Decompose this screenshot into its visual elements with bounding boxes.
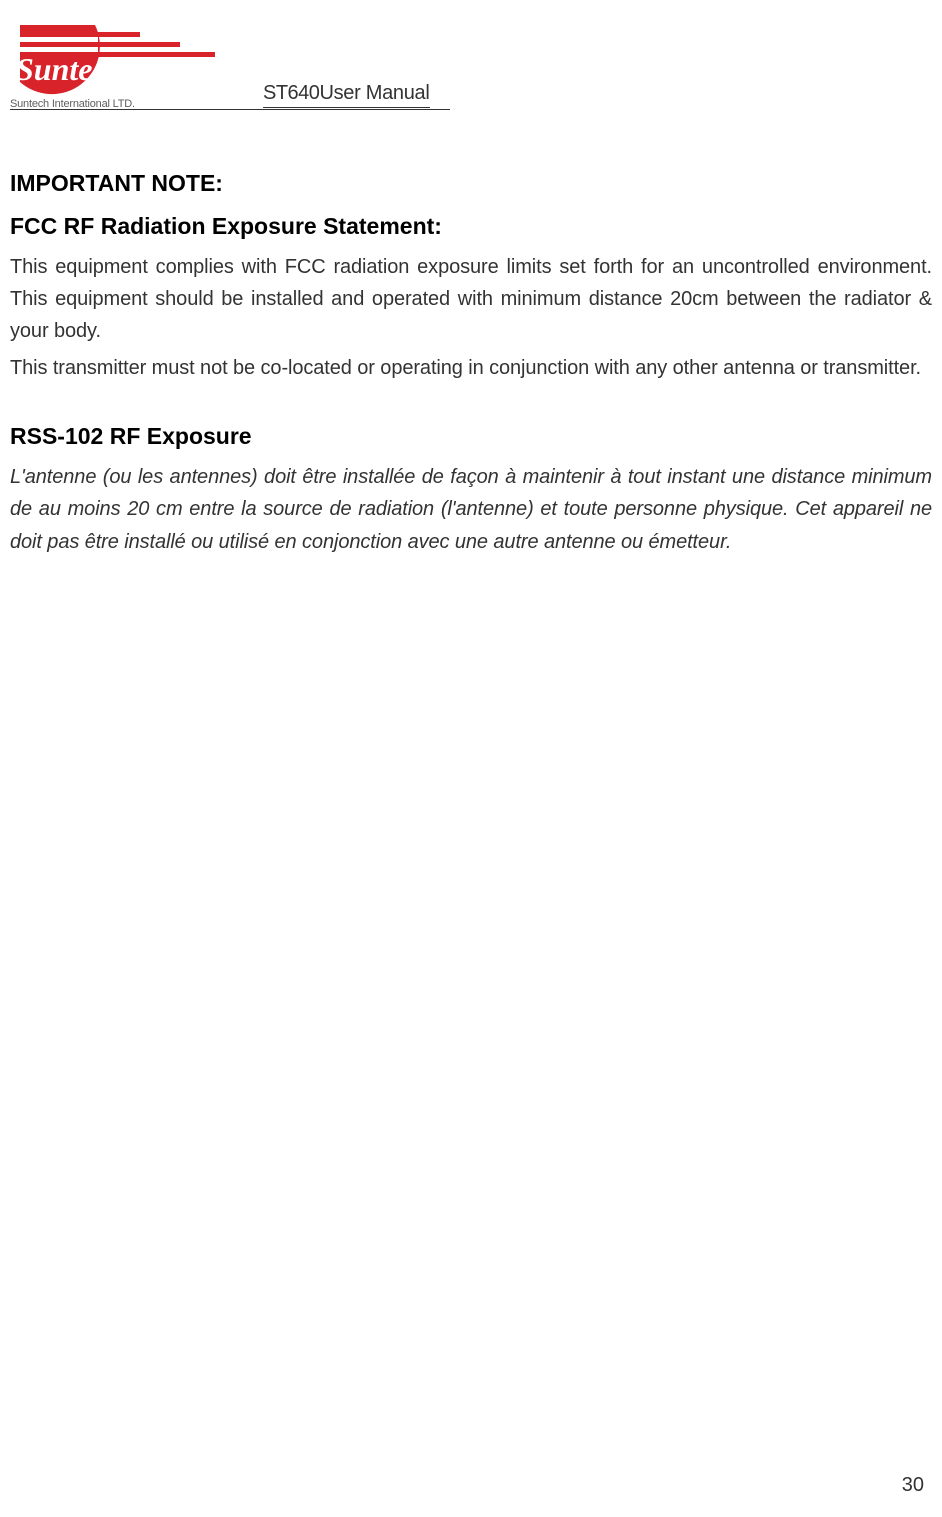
watermark-brand: Suntech	[175, 695, 685, 833]
header-logo: Suntech Suntech International LTD.	[10, 20, 260, 115]
fcc-paragraph-1: This equipment complies with FCC radiati…	[10, 251, 932, 348]
doc-title-label: User Manual	[319, 82, 429, 104]
watermark-caption-dot: .	[826, 871, 847, 940]
watermark-caption: Suntech International LTD.	[10, 870, 940, 941]
watermark-svg	[0, 620, 942, 970]
doc-title: ST640User Manual	[263, 82, 430, 108]
fcc-paragraph-2: This transmitter must not be co-located …	[10, 352, 932, 384]
rss-paragraph: L'antenne (ou les antennes) doit être in…	[10, 461, 932, 558]
header-underline	[10, 109, 450, 110]
content-block: IMPORTANT NOTE: FCC RF Radiation Exposur…	[10, 165, 932, 558]
page-root: Suntech Suntech International LTD. Sunte…	[0, 0, 942, 1517]
important-note-heading: IMPORTANT NOTE:	[10, 165, 932, 202]
spacer	[10, 388, 932, 418]
rss-heading: RSS-102 RF Exposure	[10, 418, 932, 455]
watermark: Suntech Suntech International LTD.	[0, 620, 942, 970]
logo-svg: Suntech	[10, 20, 270, 100]
page-number: 30	[902, 1474, 924, 1497]
doc-title-model: ST640	[263, 82, 319, 104]
watermark-caption-text: Suntech International LTD	[10, 871, 826, 940]
svg-text:Suntech: Suntech	[16, 51, 124, 87]
fcc-heading: FCC RF Radiation Exposure Statement:	[10, 208, 932, 245]
